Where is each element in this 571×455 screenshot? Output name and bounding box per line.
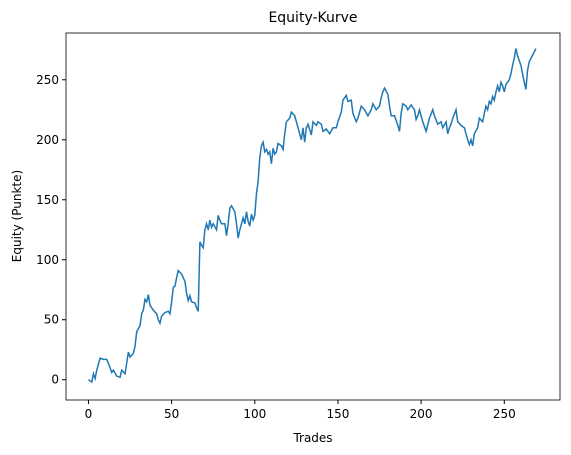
y-axis-label: Equity (Punkte) [10, 170, 24, 262]
x-axis-label: Trades [292, 431, 332, 445]
x-tick-label: 150 [326, 407, 349, 421]
chart-title: Equity-Kurve [268, 10, 357, 26]
line [88, 48, 537, 384]
y-tick-label: 250 [36, 73, 59, 87]
x-tick-label: 250 [493, 407, 516, 421]
y-tick-label: 50 [44, 313, 59, 327]
y-tick-label: 200 [36, 133, 59, 147]
x-tick-label: 100 [243, 407, 266, 421]
x-tick-label: 0 [85, 407, 93, 421]
y-tick-label: 150 [36, 193, 59, 207]
y-tick-label: 0 [51, 373, 59, 387]
plot-frame [65, 32, 561, 401]
x-tick-label: 200 [410, 407, 433, 421]
y-tick-label: 100 [36, 253, 59, 267]
x-tick-label: 50 [164, 407, 179, 421]
